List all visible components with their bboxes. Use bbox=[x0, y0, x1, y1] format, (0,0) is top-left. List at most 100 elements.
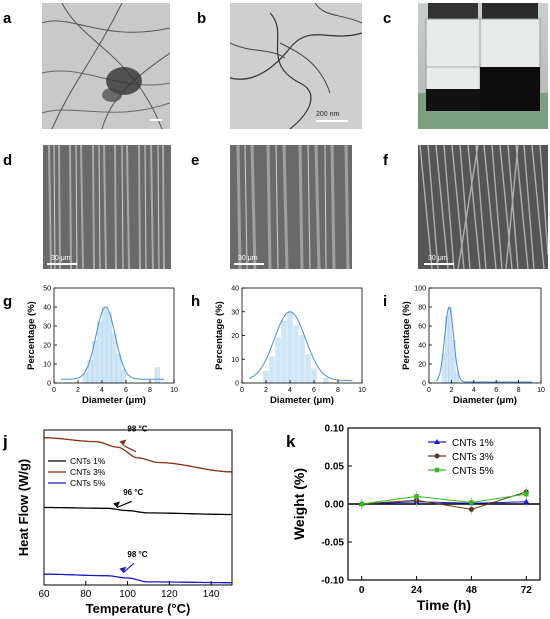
scale-bar-d bbox=[47, 263, 77, 265]
legend-label-2: CNTs 3% bbox=[452, 452, 494, 463]
y-tick-label: 0.10 bbox=[325, 424, 345, 435]
legend-label-1: CNTs 1% bbox=[452, 438, 494, 449]
panel-label-e: e bbox=[191, 152, 200, 169]
y-axis-label: Weight (%) bbox=[291, 468, 307, 540]
weight-line-1 bbox=[361, 501, 527, 505]
x-axis-label: Diameter (μm) bbox=[82, 395, 146, 406]
x-tick-label: 8 bbox=[148, 387, 152, 394]
histogram-bar-4 bbox=[287, 311, 293, 384]
y-tick-label: -0.10 bbox=[321, 576, 344, 587]
histogram-bar-3 bbox=[281, 321, 287, 384]
gaussian-fit-line bbox=[248, 311, 353, 382]
y-tick-label: 0 bbox=[235, 381, 239, 388]
x-tick-label: 0 bbox=[359, 585, 365, 596]
histogram-bar-5 bbox=[106, 312, 112, 384]
x-tick-label: 2 bbox=[264, 387, 268, 394]
x-tick-label: 48 bbox=[466, 585, 478, 596]
sem-fibers-f bbox=[419, 145, 548, 269]
x-tick-label: 100 bbox=[119, 589, 136, 600]
y-tick-label: 60 bbox=[418, 324, 426, 331]
panel-label-g: g bbox=[3, 293, 13, 310]
data-point-3-1 bbox=[414, 494, 419, 499]
scale-label-e: 30 μm bbox=[238, 255, 258, 262]
x-tick-label: 60 bbox=[38, 589, 50, 600]
panel-label-b: b bbox=[197, 10, 207, 27]
vial-photo bbox=[418, 3, 548, 129]
x-tick-label: 0 bbox=[427, 387, 431, 394]
x-axis-label: Diameter (μm) bbox=[270, 395, 334, 406]
y-axis-label: Percentage (%) bbox=[214, 301, 225, 370]
dsc-curve-1 bbox=[44, 506, 232, 516]
x-tick-label: 24 bbox=[411, 585, 423, 596]
dsc-curve-3 bbox=[44, 573, 232, 584]
x-tick-label: 8 bbox=[517, 387, 521, 394]
gaussian-fit-line bbox=[61, 306, 165, 380]
sem-image-e: 30 μm bbox=[230, 145, 352, 269]
panel-label-i: i bbox=[383, 293, 388, 310]
y-tick-label: 20 bbox=[418, 362, 426, 369]
vials-drawing bbox=[418, 3, 548, 129]
x-tick-label: 2 bbox=[449, 387, 453, 394]
x-tick-label: 0 bbox=[52, 387, 56, 394]
y-tick-label: 100 bbox=[414, 286, 426, 293]
histogram-bar-1 bbox=[269, 356, 275, 384]
data-point-3-0 bbox=[359, 501, 365, 507]
annotation-label-1: 98 °C bbox=[127, 425, 147, 434]
tem-image-a bbox=[42, 3, 170, 129]
histogram-bar-9 bbox=[323, 378, 329, 384]
scale-label-f: 30 μm bbox=[428, 255, 448, 262]
panel-label-c: c bbox=[383, 10, 392, 27]
histogram-bar-8 bbox=[121, 369, 127, 384]
histogram-h: 0 2 4 6 8 10 0 10 20 30 40 Diameter (μm) Percentage … bbox=[214, 286, 366, 407]
legend-label-3: CNTs 5% bbox=[70, 478, 106, 488]
annotation-arrow-1 bbox=[123, 444, 137, 453]
x-tick-label: 10 bbox=[358, 387, 366, 394]
annotation-label-2: 96 °C bbox=[123, 488, 143, 497]
legend-label-3: CNTs 5% bbox=[452, 466, 494, 477]
y-tick-label: 0.00 bbox=[325, 500, 345, 511]
histogram-g: 0 2 4 6 8 10 0 10 20 30 40 50 Diameter (μm) Percentag… bbox=[26, 286, 178, 407]
dsc-chart-j: 98 °C 96 °C 98 °C CNTs 1%CNTs 3%CNTs 5% 60 80… bbox=[16, 425, 233, 616]
x-tick-label: 10 bbox=[537, 387, 545, 394]
scale-bar-e bbox=[234, 263, 264, 265]
y-tick-label: 20 bbox=[231, 333, 239, 340]
y-tick-label: 20 bbox=[43, 343, 51, 350]
x-tick-label: 140 bbox=[203, 589, 220, 600]
tem-fibers-b bbox=[230, 3, 362, 129]
histogram-bar-6 bbox=[299, 335, 305, 384]
gaussian-fit-line bbox=[435, 306, 532, 383]
sem-image-d: 30 μm bbox=[43, 145, 171, 269]
x-tick-label: 10 bbox=[170, 387, 178, 394]
histogram-bar-3 bbox=[97, 321, 103, 384]
tem-fibers-a bbox=[42, 3, 170, 129]
y-tick-label: 10 bbox=[43, 362, 51, 369]
y-tick-label: 10 bbox=[231, 357, 239, 364]
panel-label-d: d bbox=[3, 152, 13, 169]
scale-bar-b bbox=[316, 120, 348, 122]
x-axis-label: Temperature (°C) bbox=[86, 601, 191, 616]
histogram-bar-6 bbox=[111, 333, 117, 384]
y-tick-label: 0.05 bbox=[325, 462, 345, 473]
y-tick-label: 40 bbox=[43, 305, 51, 312]
y-tick-label: 30 bbox=[43, 324, 51, 331]
annotation-arrowhead-3 bbox=[119, 566, 127, 573]
x-axis-label: Diameter (μm) bbox=[453, 395, 517, 406]
annotation-label-3: 98 °C bbox=[127, 550, 147, 559]
x-tick-label: 0 bbox=[240, 387, 244, 394]
scale-label-b: 200 nm bbox=[316, 111, 340, 118]
x-tick-label: 80 bbox=[80, 589, 92, 600]
annotation-arrowhead-2 bbox=[113, 501, 121, 508]
x-tick-label: 6 bbox=[124, 387, 128, 394]
histogram-bar-7 bbox=[305, 354, 311, 384]
x-tick-label: 4 bbox=[288, 387, 292, 394]
x-tick-label: 4 bbox=[472, 387, 476, 394]
y-tick-label: 50 bbox=[43, 286, 51, 293]
x-axis-label: Time (h) bbox=[417, 597, 471, 613]
y-tick-label: 40 bbox=[231, 286, 239, 293]
x-tick-label: 6 bbox=[494, 387, 498, 394]
panel-label-f: f bbox=[383, 152, 388, 169]
plot-frame bbox=[53, 287, 175, 384]
panel-label-k: k bbox=[286, 432, 296, 451]
sem-fibers-d bbox=[48, 145, 165, 269]
